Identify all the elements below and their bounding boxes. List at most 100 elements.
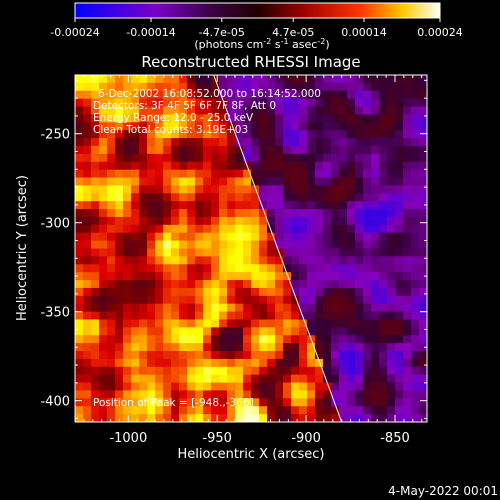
heatmap-cell [355,161,364,171]
heatmap-cell [299,169,308,179]
heatmap-cell [235,185,244,194]
heatmap-cell [299,122,308,131]
heatmap-cell [243,153,252,163]
heatmap-cell [139,122,148,131]
heatmap-cell [211,130,220,139]
heatmap-cell [163,193,172,202]
heatmap-cell [379,75,388,84]
heatmap-cell [163,303,172,313]
heatmap-cell [307,224,316,234]
heatmap-cell [363,390,372,399]
heatmap-cell [147,272,156,281]
heatmap-cell [387,240,396,250]
heatmap-cell [355,185,364,194]
heatmap-cell [147,390,156,399]
heatmap-cell [123,114,132,123]
heatmap-cell [299,216,308,226]
heatmap-cell [259,145,268,155]
heatmap-cell [259,374,268,384]
heatmap-cell [203,209,212,218]
heatmap-cell [419,161,427,171]
heatmap-cell [259,256,268,265]
heatmap-cell [387,114,396,123]
heatmap-cell [387,264,396,273]
heatmap-cell [291,311,300,321]
heatmap-cell [339,201,348,210]
heatmap-cell [331,414,340,422]
heatmap-cell [355,319,364,328]
heatmap-cell [363,280,372,289]
heatmap-cell [219,303,228,313]
heatmap-cell [99,351,108,360]
heatmap-cell [299,382,308,392]
heatmap-cell [251,327,260,336]
heatmap-cell [163,351,172,360]
heatmap-cell [163,201,172,210]
heatmap-cell [419,224,427,234]
heatmap-cell [371,169,380,179]
heatmap-cell [139,390,148,399]
heatmap-cell [219,232,228,242]
heatmap-cell [371,185,380,194]
heatmap-cell [411,343,420,352]
heatmap-cell [171,122,180,131]
heatmap-cell [323,161,332,171]
heatmap-cell [83,240,92,250]
heatmap-cell [251,153,260,163]
heatmap-cell [107,358,116,368]
heatmap-cell [307,264,316,273]
heatmap-cell [299,114,308,123]
heatmap-cell [155,75,164,84]
heatmap-cell [243,130,252,139]
heatmap-cell [243,201,252,210]
heatmap-cell [299,90,308,100]
heatmap-cell [339,414,348,422]
heatmap-cell [163,145,172,155]
heatmap-cell [115,185,124,194]
heatmap-cell [299,193,308,202]
heatmap-cell [259,75,268,84]
heatmap-cell [299,264,308,273]
heatmap-cell [139,264,148,273]
heatmap-cell [339,114,348,123]
heatmap-cell [411,130,420,139]
heatmap-cell [275,272,284,281]
heatmap-cell [299,145,308,155]
heatmap-cell [291,327,300,336]
heatmap-cell [251,335,260,344]
heatmap-cell [411,216,420,226]
heatmap-cell [179,122,188,131]
heatmap-cell [419,382,427,392]
heatmap-cell [419,185,427,194]
heatmap-cell [227,406,236,415]
heatmap-cell [235,351,244,360]
heatmap-cell [419,311,427,321]
heatmap-cell [123,161,132,171]
heatmap-cell [115,303,124,313]
heatmap-cell [115,161,124,171]
heatmap-cell [179,185,188,194]
heatmap-cell [339,169,348,179]
heatmap-cell [347,287,356,297]
heatmap-cell [411,319,420,328]
heatmap-cell [227,106,236,116]
heatmap-cell [267,145,276,155]
heatmap-cell [267,406,276,415]
heatmap-cell [235,169,244,179]
heatmap-cell [115,98,124,108]
heatmap-cell [131,295,140,305]
heatmap-cell [267,366,276,376]
heatmap-cell [235,98,244,108]
heatmap-cell [211,240,220,250]
y-tick-label: -300 [40,217,70,232]
heatmap-cell [379,390,388,399]
heatmap-cell [315,169,324,179]
heatmap-cell [227,201,236,210]
heatmap-cell [347,366,356,376]
heatmap-cell [339,224,348,234]
heatmap-cell [371,343,380,352]
heatmap-cell [243,209,252,218]
heatmap-cell [123,398,132,407]
heatmap-cell [291,169,300,179]
heatmap-cell [139,209,148,218]
